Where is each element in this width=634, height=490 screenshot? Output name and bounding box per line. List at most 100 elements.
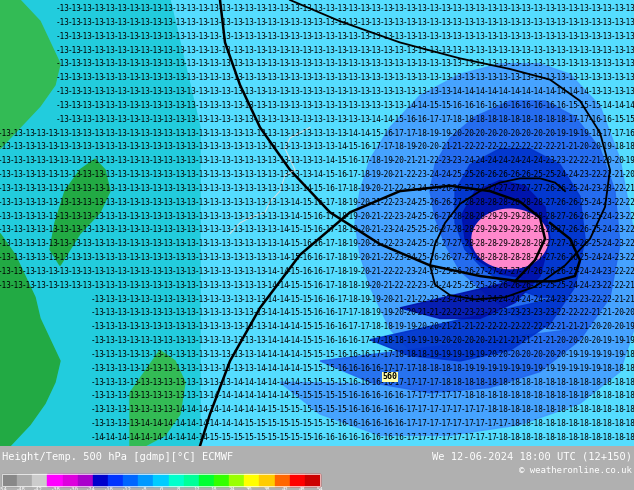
Text: -13: -13 [56, 87, 70, 96]
Text: -20: -20 [449, 336, 463, 345]
Text: -13: -13 [599, 59, 613, 68]
Text: -18: -18 [483, 392, 497, 400]
Text: -18: -18 [529, 115, 543, 123]
Text: -13: -13 [206, 143, 220, 151]
Text: -13: -13 [21, 128, 35, 138]
Text: -13: -13 [403, 32, 417, 41]
Text: -21: -21 [564, 322, 578, 331]
Text: -14: -14 [379, 115, 393, 123]
Text: -16: -16 [321, 433, 335, 442]
Text: -26: -26 [483, 281, 497, 290]
Text: -13: -13 [113, 143, 127, 151]
Text: -13: -13 [171, 143, 185, 151]
Text: -17: -17 [403, 405, 417, 414]
Text: -18: -18 [564, 392, 578, 400]
Text: -13: -13 [368, 46, 382, 54]
Text: -16: -16 [391, 405, 405, 414]
Text: -13: -13 [195, 184, 209, 193]
Text: -27: -27 [449, 239, 463, 248]
Text: -15: -15 [264, 433, 278, 442]
Text: -13: -13 [611, 59, 624, 68]
Text: -13: -13 [56, 281, 70, 290]
Text: -21: -21 [368, 212, 382, 220]
Text: -16: -16 [529, 101, 543, 110]
Text: -21: -21 [622, 294, 634, 303]
Text: -13: -13 [113, 281, 127, 290]
Text: -18: -18 [495, 433, 509, 442]
Polygon shape [130, 350, 185, 446]
Text: -13: -13 [553, 73, 567, 82]
Text: -13: -13 [333, 32, 347, 41]
Text: -13: -13 [333, 87, 347, 96]
Text: -13: -13 [171, 32, 185, 41]
Text: -13: -13 [102, 4, 116, 13]
Text: -26: -26 [495, 170, 509, 179]
Text: -13: -13 [195, 308, 209, 318]
Text: -13: -13 [472, 46, 486, 54]
Text: -13: -13 [449, 4, 463, 13]
Text: -15: -15 [275, 419, 289, 428]
Text: -17: -17 [437, 115, 451, 123]
Text: -28: -28 [472, 197, 486, 207]
Text: -13: -13 [67, 46, 81, 54]
Text: -15: -15 [321, 378, 335, 387]
Text: -18: -18 [483, 405, 497, 414]
Text: -18: -18 [529, 378, 543, 387]
Text: -16: -16 [368, 419, 382, 428]
Text: -13: -13 [195, 336, 209, 345]
Text: -13: -13 [195, 143, 209, 151]
Text: -13: -13 [183, 322, 197, 331]
Text: -13: -13 [44, 225, 58, 234]
Text: -13: -13 [125, 115, 139, 123]
Text: -13: -13 [299, 32, 313, 41]
Text: -13: -13 [241, 197, 255, 207]
Text: -13: -13 [252, 267, 266, 276]
Text: -19: -19 [622, 336, 634, 345]
Text: -23: -23 [611, 239, 624, 248]
Text: -13: -13 [137, 87, 151, 96]
Text: -13: -13 [21, 281, 35, 290]
Text: -20: -20 [437, 336, 451, 345]
Text: -17: -17 [403, 378, 417, 387]
Text: -14: -14 [622, 101, 634, 110]
Text: -13: -13 [102, 294, 116, 303]
Text: -14: -14 [229, 419, 243, 428]
Text: -13: -13 [275, 156, 289, 165]
Text: -21: -21 [368, 239, 382, 248]
Text: -13: -13 [252, 212, 266, 220]
Text: © weatheronline.co.uk: © weatheronline.co.uk [519, 466, 632, 475]
Text: -22: -22 [379, 212, 393, 220]
Text: -13: -13 [56, 184, 70, 193]
Text: -13: -13 [333, 115, 347, 123]
Text: -13: -13 [183, 239, 197, 248]
Text: -13: -13 [21, 170, 35, 179]
Text: -15: -15 [299, 392, 313, 400]
Text: -13: -13 [217, 101, 231, 110]
Text: -15: -15 [345, 143, 359, 151]
Text: -13: -13 [160, 364, 174, 373]
Text: -29: -29 [483, 225, 497, 234]
Text: -24: -24 [472, 156, 486, 165]
Text: -14: -14 [171, 433, 185, 442]
Text: -17: -17 [321, 197, 335, 207]
Text: -22: -22 [541, 322, 555, 331]
Text: -13: -13 [56, 32, 70, 41]
Text: -27: -27 [460, 184, 474, 193]
Text: -13: -13 [171, 239, 185, 248]
Text: -27: -27 [472, 184, 486, 193]
Text: -13: -13 [275, 212, 289, 220]
Text: -13: -13 [241, 336, 255, 345]
Text: -13: -13 [102, 350, 116, 359]
Text: -13: -13 [125, 128, 139, 138]
Text: -19: -19 [403, 336, 417, 345]
Text: -19: -19 [425, 128, 439, 138]
Text: -13: -13 [125, 308, 139, 318]
Text: -38: -38 [50, 488, 60, 490]
Text: -13: -13 [495, 18, 509, 27]
Text: -18: -18 [587, 405, 601, 414]
Text: -21: -21 [379, 281, 393, 290]
Text: -20: -20 [356, 197, 370, 207]
Text: -18: -18 [553, 115, 567, 123]
Text: -18: -18 [425, 364, 439, 373]
Text: -15: -15 [299, 433, 313, 442]
